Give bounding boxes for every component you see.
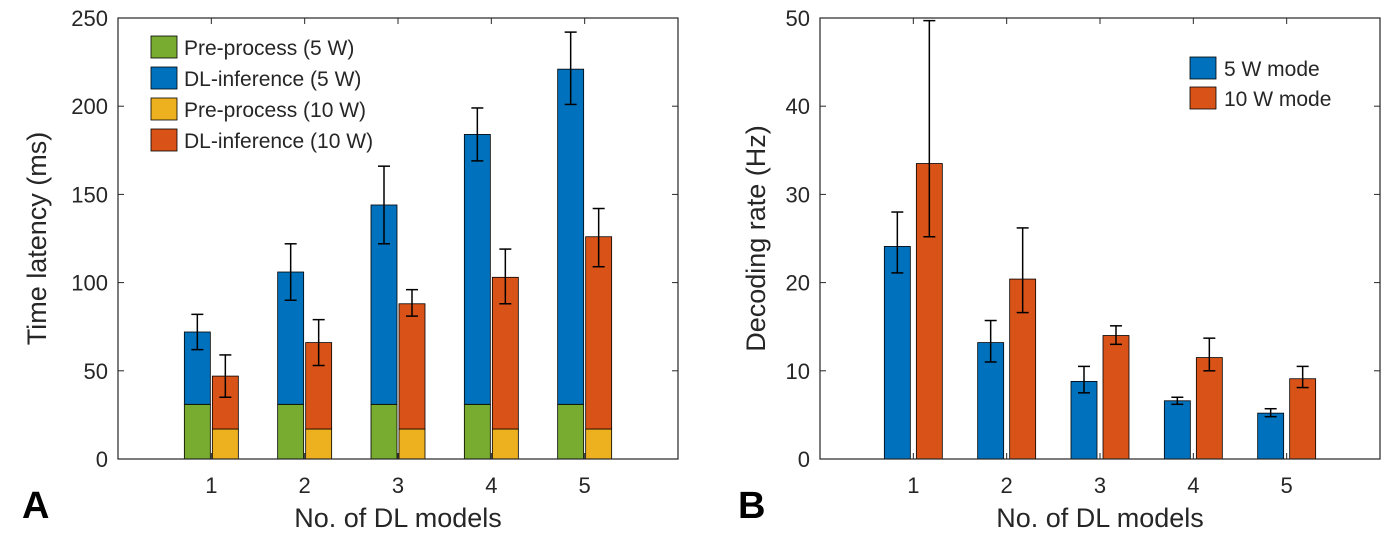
chart-b: 0 10 20 30 40 50 1 2 3 4 5 No. of DL models Decoding… [741,6,1381,533]
x-tick-label: 1 [907,473,919,498]
y-tick-label: 200 [71,94,108,119]
bar-segment [277,403,305,460]
legend-label: 10 W mode [1224,88,1331,111]
legend-swatch [150,35,178,59]
bar [883,246,911,460]
bar-segment [557,403,585,460]
legend-swatch [150,128,178,152]
y-axis-label: Decoding rate (Hz) [741,125,771,352]
legend-swatch [1189,56,1217,80]
x-axis-label: No. of DL models [294,503,502,533]
x-tick-label: 5 [579,473,591,498]
bar [1163,400,1191,460]
y-tick-label: 100 [71,271,108,296]
bar-segment [557,68,585,405]
panel-label-a: A [22,485,49,527]
y-tick-label: 10 [786,359,810,384]
legend: 5 W mode 10 W mode [1189,56,1331,111]
y-tick-label: 0 [798,447,810,472]
bar-segment [491,428,519,460]
chart-a: 0 50 100 150 200 250 1 2 3 4 5 No. of DL models Time… [22,6,679,533]
x-tick-label: 1 [205,473,217,498]
x-tick-label: 2 [1001,473,1013,498]
y-tick-label: 50 [84,359,108,384]
y-tick-label: 250 [71,6,108,31]
bar-segment [370,403,398,460]
legend-label: DL-inference (10 W) [184,130,373,153]
x-tick-label: 4 [485,473,497,498]
y-tick-label: 40 [786,94,810,119]
bar [1195,357,1223,460]
legend-swatch [1189,86,1217,110]
legend-swatch [150,66,178,90]
panel-label-b: B [738,485,765,527]
bar-segment [398,303,426,430]
legend-label: DL-inference (5 W) [184,68,361,91]
plot-frame [819,17,1381,460]
legend-swatch [150,97,178,121]
legend-label: Pre-process (10 W) [184,99,366,122]
bar-segment [585,428,613,460]
bar-segment [211,428,239,460]
y-tick-label: 30 [786,182,810,207]
bar-segment [398,428,426,460]
y-tick-label: 20 [786,271,810,296]
legend-label: 5 W mode [1224,58,1320,81]
y-axis-label: Time latency (ms) [22,132,52,346]
bar-segment [305,428,333,460]
x-tick-label: 3 [1094,473,1106,498]
y-tick-label: 50 [786,6,810,31]
bar-segment [183,403,211,460]
bar-segment [585,236,613,430]
x-tick-label: 4 [1187,473,1199,498]
bar-segment [463,403,491,460]
x-axis-label: No. of DL models [996,503,1204,533]
bar [1102,335,1130,460]
bar [1070,380,1098,460]
y-tick-label: 150 [71,182,108,207]
plot-frame [117,17,679,460]
x-tick-label: 5 [1281,473,1293,498]
bar [1289,378,1317,460]
legend-label: Pre-process (5 W) [184,37,354,60]
legend: Pre-process (5 W) DL-inference (5 W) Pre-p… [150,35,373,153]
bar [1257,412,1285,460]
bar-segment [463,134,491,405]
y-tick-label: 0 [96,447,108,472]
x-tick-label: 3 [392,473,404,498]
x-tick-label: 2 [299,473,311,498]
